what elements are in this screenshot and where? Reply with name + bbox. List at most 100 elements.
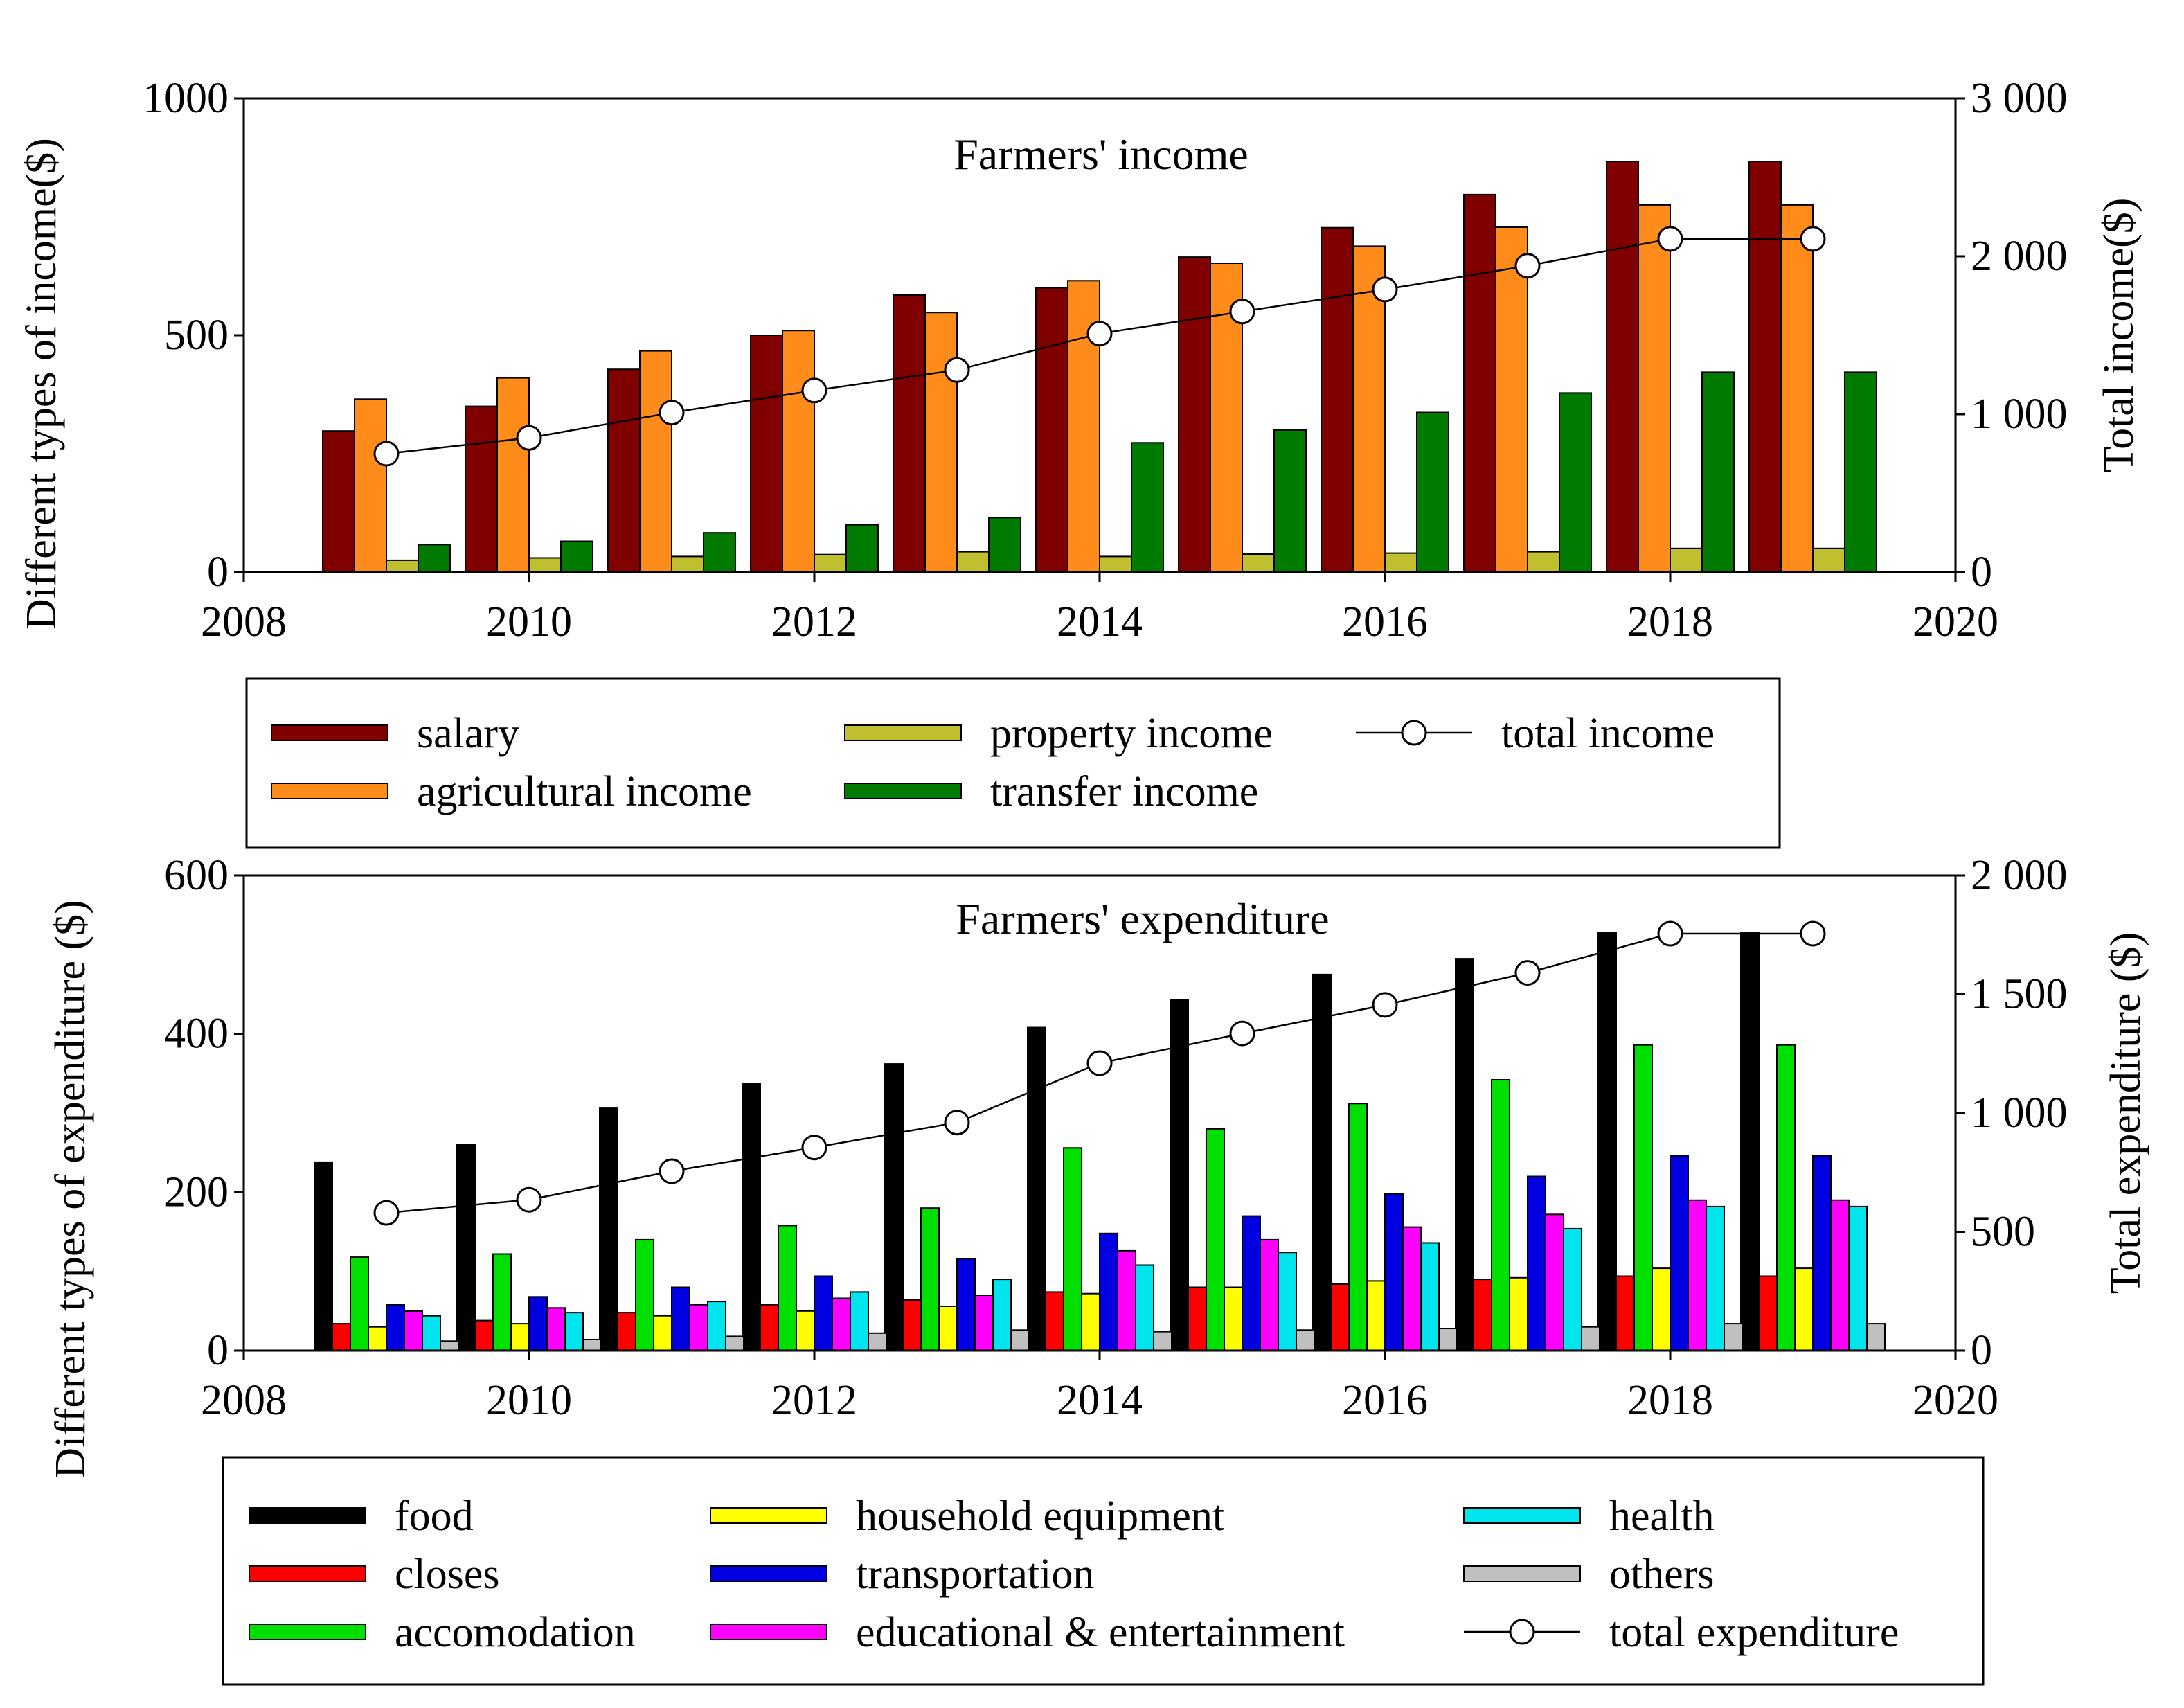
bar-closes (332, 1323, 351, 1351)
x-tick-label: 2020 (1913, 1377, 1998, 1424)
total-point (1800, 920, 1826, 947)
y2-tick-label: 1 500 (1971, 971, 2068, 1018)
bar-property-income (1242, 553, 1275, 573)
bar-others (868, 1332, 887, 1352)
bar-educational-entertainment (1402, 1226, 1422, 1351)
bar-property-income (386, 559, 419, 573)
legend-swatch-closes (249, 1565, 366, 1582)
bar-salary (893, 294, 926, 573)
x-tick-label: 2016 (1342, 1377, 1428, 1424)
total-point (659, 1158, 685, 1184)
bar-accomodation (350, 1256, 369, 1351)
bar-household-equipment (1794, 1267, 1814, 1351)
total-point (1657, 920, 1683, 947)
total-point (1372, 276, 1398, 303)
bar-transfer-income (845, 524, 879, 573)
bar-salary (1178, 256, 1211, 573)
legend-label-total-income: total income (1501, 710, 1715, 757)
total-point (1372, 992, 1398, 1018)
bar-accomodation (1206, 1128, 1225, 1352)
total-point (516, 425, 542, 451)
bar-property-income (1099, 555, 1132, 573)
bar-transportation (671, 1286, 690, 1351)
x-tick-label: 2018 (1627, 598, 1713, 646)
bar-transportation (1099, 1232, 1118, 1352)
bar-household-equipment (1509, 1276, 1528, 1352)
bar-educational-entertainment (974, 1295, 994, 1351)
y-tick-label: 0 (207, 549, 229, 596)
total-point (801, 377, 827, 404)
bar-food (742, 1083, 761, 1351)
bar-transfer-income (1844, 371, 1877, 573)
bar-salary (607, 368, 641, 573)
bar-food (456, 1144, 476, 1351)
legend-point-swatch (1401, 720, 1427, 746)
bar-salary (1321, 226, 1354, 573)
bar-educational-entertainment (1117, 1249, 1136, 1352)
bar-health (1278, 1252, 1297, 1351)
bar-others (1438, 1328, 1458, 1351)
bar-closes (1758, 1275, 1778, 1351)
bar-transportation (814, 1275, 833, 1351)
bar-transfer-income (560, 540, 593, 573)
bar-agricultural-income (1638, 204, 1671, 573)
legend-label-household-equipment: household equipment (856, 1493, 1224, 1540)
bar-transfer-income (988, 517, 1021, 573)
bar-educational-entertainment (1545, 1213, 1564, 1352)
bar-transfer-income (1131, 442, 1164, 573)
bar-property-income (814, 553, 847, 573)
bar-educational-entertainment (1688, 1199, 1707, 1352)
bar-food (599, 1107, 618, 1351)
bar-others (725, 1335, 744, 1352)
bar-salary (322, 430, 355, 573)
y2-tick-label: 1 000 (1971, 391, 2068, 438)
bar-closes (1330, 1283, 1350, 1351)
bar-closes (1188, 1286, 1207, 1351)
legend-label-health: health (1609, 1493, 1715, 1540)
bar-transfer-income (1559, 392, 1592, 573)
bar-food (1312, 973, 1332, 1351)
x-tick-label: 2012 (771, 598, 857, 646)
bar-agricultural-income (496, 377, 530, 573)
y-axis-title: Different types of expenditure ($) (47, 900, 94, 1479)
bar-food (1455, 958, 1474, 1351)
bar-food (1740, 932, 1760, 1352)
x-tick-label: 2012 (771, 1377, 857, 1424)
bar-food (884, 1063, 904, 1351)
bar-accomodation (920, 1207, 940, 1351)
legend-swatch-household-equipment (710, 1507, 827, 1524)
bar-others (1724, 1323, 1743, 1351)
bar-household-equipment (653, 1315, 672, 1351)
total-point (1229, 299, 1255, 325)
legend-box (222, 1456, 1985, 1686)
expenditure-chart: 2008 2010 2012 2014 2016 2018 2020020040060005… (47, 852, 2149, 1479)
bar-closes (1045, 1291, 1064, 1352)
bar-transportation (386, 1304, 405, 1351)
bar-transportation (1812, 1155, 1832, 1351)
total-point (944, 1110, 970, 1136)
bar-health (564, 1312, 584, 1351)
chart-title: Farmers' income (954, 130, 1248, 179)
bar-others (1153, 1331, 1172, 1351)
total-point (1514, 253, 1541, 279)
bar-others (1581, 1326, 1600, 1351)
legend-label-food: food (395, 1493, 474, 1540)
bar-closes (474, 1319, 494, 1351)
bar-others (582, 1339, 602, 1351)
bar-household-equipment (938, 1306, 958, 1351)
y-tick-label: 200 (164, 1168, 229, 1216)
bar-transportation (1242, 1215, 1261, 1351)
bar-salary (1606, 161, 1639, 573)
bar-accomodation (778, 1225, 797, 1352)
y2-tick-label: 2 000 (1971, 233, 2068, 280)
total-point (1086, 1050, 1113, 1076)
bar-property-income (1812, 547, 1845, 573)
legend-swatch-salary (271, 724, 388, 741)
y2-tick-label: 0 (1971, 1327, 1992, 1374)
bar-health (422, 1315, 441, 1351)
bar-food (1027, 1026, 1046, 1351)
bar-transfer-income (1416, 411, 1449, 573)
bar-closes (760, 1304, 779, 1351)
bar-agricultural-income (1780, 204, 1814, 573)
